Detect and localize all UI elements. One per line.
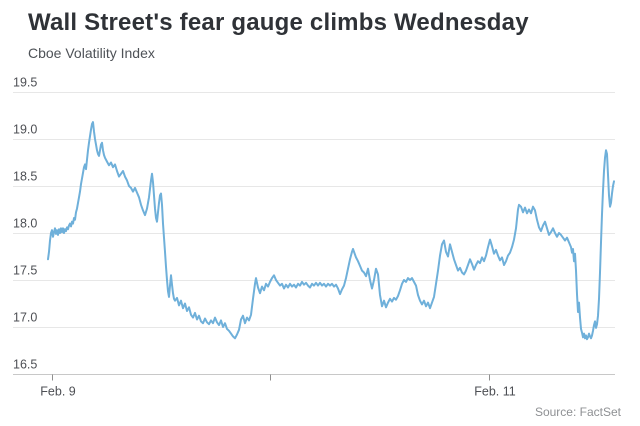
y-tick-label: 16.5 [13,358,37,372]
x-tick-label: Feb. 11 [474,385,516,399]
x-tick-label: Feb. 9 [40,385,75,399]
y-tick-label: 17.0 [13,311,37,325]
source-attribution: Source: FactSet [535,405,622,419]
y-tick-label: 18.0 [13,217,37,231]
chart-subtitle: Cboe Volatility Index [28,45,155,61]
vix-series-line [47,121,615,341]
chart-title: Wall Street's fear gauge climbs Wednesda… [28,9,529,36]
y-tick-label: 18.5 [13,170,37,184]
chart-header: Wall Street's fear gauge climbs Wednesda… [28,8,529,61]
y-tick-label: 19.5 [13,76,37,90]
y-tick-label: 17.5 [13,264,37,278]
y-tick-label: 19.0 [13,123,37,137]
